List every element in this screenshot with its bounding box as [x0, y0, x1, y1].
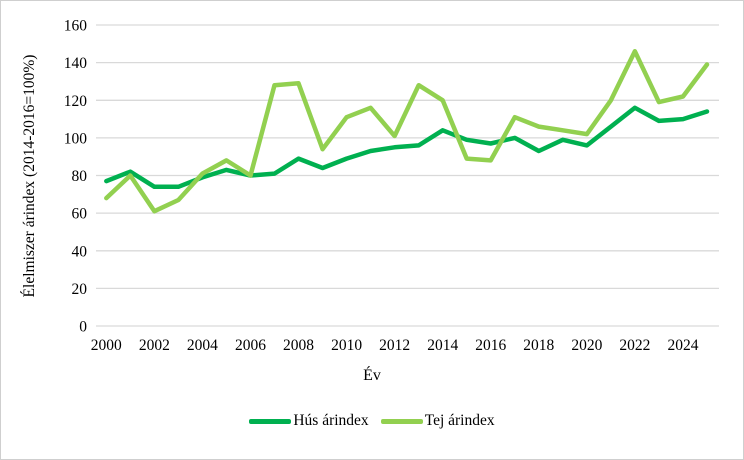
x-tick-label: 2010: [331, 337, 362, 354]
x-tick-label: 2024: [668, 337, 699, 354]
legend-item-tej: Tej árindex: [380, 412, 495, 430]
y-tick-label: 40: [72, 243, 88, 260]
y-tick-label: 120: [64, 93, 88, 110]
x-axis-title: Év: [363, 367, 381, 384]
legend: Hús árindex Tej árindex: [1, 409, 743, 433]
x-tick-label: 2018: [523, 337, 554, 354]
x-tick-label: 2020: [571, 337, 602, 354]
y-tick-label: 60: [72, 206, 88, 223]
y-tick-label: 20: [72, 281, 88, 298]
x-tick-label: 2000: [91, 337, 122, 354]
y-tick-label: 160: [64, 18, 88, 35]
y-tick-label: 140: [64, 55, 88, 72]
series-line-hus: [104, 105, 710, 190]
x-tick-label: 2012: [379, 337, 410, 354]
x-tick-label: 2008: [283, 337, 314, 354]
y-axis-title: Élelmiszer árindex (2014-2016=100%): [21, 54, 38, 298]
y-tick-label: 100: [64, 130, 88, 147]
legend-label-tej: Tej árindex: [424, 412, 495, 429]
tej-line-swatch-icon: [380, 418, 423, 424]
x-tick-label: 2016: [475, 337, 506, 354]
legend-label-hus: Hús árindex: [293, 412, 369, 429]
y-tick-label: 80: [72, 168, 88, 185]
series-line-tej: [104, 49, 710, 214]
x-tick-label: 2004: [187, 337, 218, 354]
y-tick-label: 0: [79, 319, 87, 336]
x-tick-label: 2014: [427, 337, 458, 354]
legend-item-hus: Hús árindex: [249, 412, 369, 430]
x-tick-label: 2006: [235, 337, 266, 354]
hus-line-swatch-icon: [249, 418, 292, 424]
x-tick-label: 2022: [619, 337, 650, 354]
x-tick-label: 2002: [139, 337, 170, 354]
